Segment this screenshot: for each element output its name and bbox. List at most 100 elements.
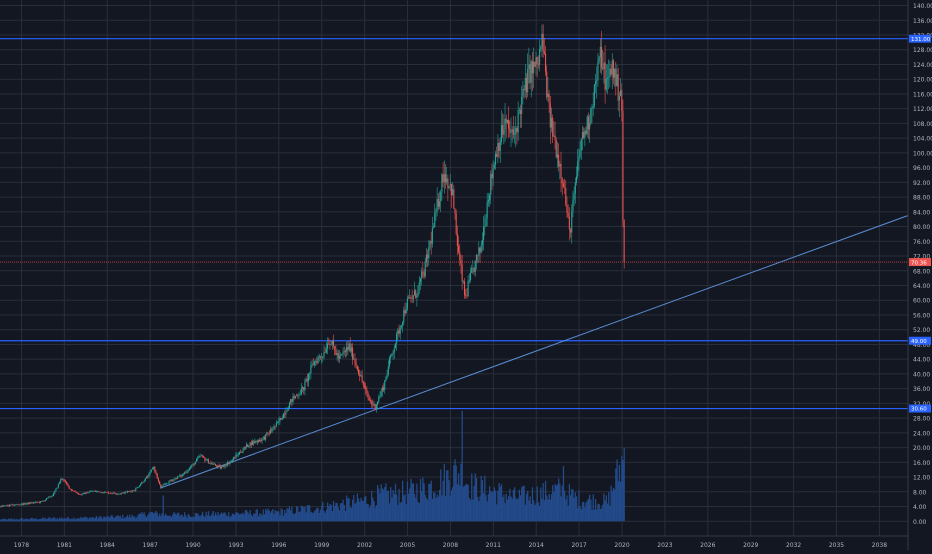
candle-body — [434, 212, 436, 227]
candle-body — [346, 346, 348, 352]
volume-bar — [524, 504, 526, 522]
volume-bar — [286, 508, 288, 522]
volume-bar — [251, 516, 254, 522]
candle-body — [382, 387, 385, 391]
volume-bar — [130, 517, 132, 522]
candle-body — [244, 447, 246, 448]
candle-body — [472, 268, 474, 269]
candle-body — [248, 445, 250, 447]
volume-bar — [58, 517, 61, 522]
trendline[interactable] — [159, 215, 909, 489]
candle-body — [536, 56, 538, 64]
volume-bar — [166, 515, 168, 522]
volume-bar — [506, 499, 509, 522]
candle-body — [375, 404, 377, 410]
candle-body — [479, 247, 481, 253]
candle-body — [281, 418, 283, 420]
volume-bar — [485, 495, 487, 522]
candle-body — [26, 502, 28, 504]
candle-body — [503, 129, 505, 135]
candle-body — [66, 481, 68, 484]
candle-body — [405, 308, 407, 314]
volume-bar — [454, 459, 456, 522]
volume-bar — [363, 496, 366, 522]
volume-bar — [254, 513, 256, 522]
volume-bar — [188, 515, 191, 522]
candle-body — [235, 454, 237, 459]
candle-body — [372, 403, 374, 406]
volume-bar — [42, 517, 44, 522]
candle-body — [147, 476, 149, 478]
volume-bar — [447, 470, 449, 522]
candle-body — [145, 476, 148, 479]
candle-body — [135, 488, 137, 491]
volume-bar — [105, 517, 107, 522]
volume-bar — [206, 515, 208, 522]
candle-body — [223, 465, 225, 467]
candle-body — [140, 484, 142, 486]
volume-bar — [36, 519, 38, 522]
volume-bar — [472, 499, 474, 522]
candle-body — [87, 492, 89, 494]
volume-bar — [316, 508, 318, 522]
volume-bar — [242, 512, 244, 522]
candle-body — [598, 57, 600, 62]
volume-bar — [238, 514, 241, 522]
volume-bar — [371, 490, 373, 522]
volume-bar — [164, 513, 167, 522]
candle-body — [377, 401, 379, 405]
volume-bar — [440, 469, 442, 522]
candle-body — [527, 68, 529, 93]
price-tick-label: 52.00 — [913, 327, 930, 334]
price-tick-label: 120.00 — [913, 77, 932, 84]
volume-bar — [139, 513, 142, 522]
candle-body — [550, 117, 553, 128]
candle-body — [399, 327, 401, 334]
volume-bar — [614, 489, 616, 522]
candle-body — [241, 452, 243, 453]
volume-bar — [216, 515, 218, 522]
level-price-label: 30.60 — [911, 407, 927, 413]
candle-body — [282, 413, 285, 419]
candle-body — [446, 178, 448, 183]
candle-body — [85, 492, 87, 494]
volume-bar — [357, 498, 360, 522]
volume-bar — [156, 512, 158, 522]
volume-bar — [386, 491, 388, 522]
candle-body — [200, 455, 202, 457]
volume-bar — [541, 498, 543, 522]
volume-bar — [187, 513, 189, 522]
candle-body — [80, 494, 82, 495]
candle-body — [425, 254, 427, 263]
candle-body — [463, 281, 466, 296]
volume-bar — [608, 492, 610, 522]
candle-body — [435, 210, 437, 213]
candle-body — [423, 271, 425, 277]
volume-bar — [269, 512, 272, 522]
price-tick-label: 24.00 — [913, 430, 930, 437]
volume-bar — [244, 510, 247, 522]
volume-bar — [268, 510, 270, 522]
time-tick-label: 1984 — [100, 542, 115, 549]
candle-body — [504, 118, 506, 130]
volume-bar — [300, 505, 303, 522]
volume-bar — [537, 502, 540, 522]
volume-bar — [261, 515, 263, 522]
candle-body — [296, 395, 298, 397]
volume-bar — [260, 513, 262, 522]
candle-body — [419, 277, 422, 283]
price-tick-label: 60.00 — [913, 298, 930, 305]
price-tick-label: 48.00 — [913, 342, 930, 349]
volume-bar — [493, 487, 496, 522]
candle-body — [37, 501, 39, 503]
volume-bar — [443, 463, 445, 522]
candle-body — [220, 467, 223, 469]
candle-body — [549, 103, 551, 128]
time-tick-label: 2032 — [786, 542, 801, 549]
candle-body — [349, 343, 351, 352]
time-tick-label: 2008 — [443, 542, 458, 549]
candle-body — [105, 492, 107, 493]
